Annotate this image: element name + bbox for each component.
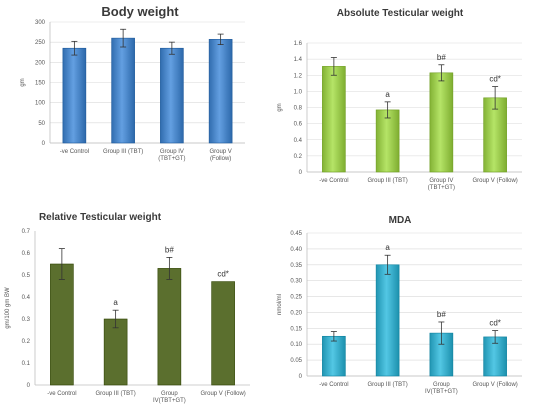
x-tick-label: Group V (Follow) — [472, 178, 517, 184]
x-tick-label: Group — [161, 391, 178, 397]
x-tick-label: Group IV — [160, 149, 184, 155]
x-tick-label: (Follow) — [210, 156, 231, 162]
x-tick-label: Group V — [209, 149, 231, 155]
chart-relative-testicular-weight: Relative Testicular weight 0 0.1 0.2 0.3 0.4 0… — [0, 206, 266, 412]
chart-svg: Body weight 0 50 100 150 200 250 300 gm -ve Contr… — [20, 4, 245, 162]
chart-svg: Absolute Testicular weight 0 0.2 0.4 0.6 0.8 1… — [277, 8, 522, 191]
y-tick-label: 200 — [35, 60, 46, 66]
y-axis-label: gm/100 gm BW — [5, 287, 11, 329]
y-tick-label: 300 — [35, 20, 46, 26]
y-axis-label: gm — [277, 103, 283, 111]
bar — [322, 335, 346, 377]
y-tick-label: 0.6 — [294, 122, 303, 128]
y-tick-label: 0.4 — [22, 295, 31, 301]
y-tick-label: 0.05 — [290, 358, 302, 364]
x-tick-label: IV(TBT+GT) — [425, 389, 458, 395]
significance-label: cd* — [489, 75, 501, 84]
x-tick-label: Group III (TBT) — [367, 178, 407, 184]
y-tick-label: 0.40 — [290, 247, 302, 253]
y-tick-label: 0.6 — [22, 251, 31, 257]
x-tick-label: Group III (TBT) — [103, 149, 143, 155]
y-tick-label: 0.25 — [290, 295, 302, 301]
x-tick-label: Group V (Follow) — [472, 382, 517, 388]
chart-absolute-testicular-weight: Absolute Testicular weight 0 0.2 0.4 0.6 0.8 1… — [267, 0, 533, 206]
y-tick-label: 0.2 — [294, 154, 303, 160]
y-tick-label: 0 — [299, 374, 303, 380]
y-tick-label: 0 — [42, 141, 46, 147]
y-tick-label: 1.4 — [294, 57, 303, 63]
bar — [322, 66, 346, 173]
y-axis-label: nmol/ml — [277, 294, 283, 315]
x-tick-label: Group V (Follow) — [200, 391, 245, 397]
x-tick-label: -ve Control — [319, 178, 348, 184]
y-axis-label: gm — [20, 78, 26, 86]
y-tick-label: 1.6 — [294, 41, 303, 47]
chart-svg: MDA 0 0.05 0.10 0.15 0.20 0.25 0.30 0.35 0.40 0.45… — [277, 215, 522, 395]
significance-label: b# — [437, 53, 446, 62]
y-tick-label: 150 — [35, 81, 46, 87]
chart-title: Absolute Testicular weight — [337, 8, 464, 19]
significance-label: a — [113, 298, 118, 307]
y-tick-label: 0.3 — [22, 317, 31, 323]
significance-label: a — [385, 243, 390, 252]
bar — [50, 263, 74, 386]
y-tick-label: 0 — [27, 383, 31, 389]
x-tick-label: -ve Control — [47, 391, 76, 397]
y-tick-label: 0.8 — [294, 106, 303, 112]
chart-mda: MDA 0 0.05 0.10 0.15 0.20 0.25 0.30 0.35 0.40 0.45… — [267, 206, 533, 412]
y-tick-label: 100 — [35, 101, 46, 107]
y-tick-label: 0.1 — [22, 361, 31, 367]
x-tick-label: -ve Control — [319, 382, 348, 388]
bar — [157, 268, 182, 386]
x-tick-label: Group — [433, 382, 450, 388]
bar — [111, 37, 135, 144]
y-tick-label: 0.35 — [290, 263, 302, 269]
y-tick-label: 0.10 — [290, 342, 302, 348]
x-tick-label: Group III (TBT) — [95, 391, 135, 397]
significance-label: cd* — [489, 319, 501, 328]
y-tick-label: 0.20 — [290, 310, 302, 316]
bar — [375, 109, 400, 173]
y-tick-label: 0.30 — [290, 279, 302, 285]
chart-title: MDA — [389, 215, 412, 226]
y-tick-label: 0.5 — [22, 273, 31, 279]
x-tick-label: Group IV — [429, 178, 453, 184]
bar — [208, 39, 233, 144]
chart-svg: Relative Testicular weight 0 0.1 0.2 0.3 0.4 0… — [5, 212, 250, 404]
chart-title: Relative Testicular weight — [39, 212, 162, 223]
y-tick-label: 1.2 — [294, 73, 303, 79]
y-tick-label: 0.45 — [290, 231, 302, 237]
significance-label: cd* — [217, 270, 229, 279]
y-tick-label: 1.0 — [294, 89, 303, 95]
bar — [160, 47, 184, 144]
y-tick-label: 50 — [38, 121, 45, 127]
y-tick-label: 0.7 — [22, 229, 31, 235]
y-tick-label: 0.2 — [22, 339, 31, 345]
y-tick-label: 250 — [35, 40, 46, 46]
bar — [375, 264, 400, 377]
significance-label: b# — [165, 245, 174, 254]
x-tick-label: (TBT+GT) — [158, 156, 185, 162]
chart-title: Body weight — [101, 4, 179, 19]
y-tick-label: 0.4 — [294, 138, 303, 144]
y-tick-label: 0.15 — [290, 326, 302, 332]
bar — [429, 72, 454, 173]
x-tick-label: IV(TBT+GT) — [153, 398, 186, 404]
bar — [62, 47, 87, 144]
significance-label: b# — [437, 310, 446, 319]
bar — [211, 281, 235, 386]
chart-body-weight: Body weight 0 50 100 150 200 250 300 gm -ve Contr… — [0, 0, 266, 206]
y-tick-label: 0 — [299, 170, 303, 176]
x-tick-label: -ve Control — [60, 149, 89, 155]
significance-label: a — [385, 90, 390, 99]
x-tick-label: (TBT+GT) — [428, 185, 455, 191]
bar — [103, 318, 128, 386]
x-tick-label: Group III (TBT) — [367, 382, 407, 388]
